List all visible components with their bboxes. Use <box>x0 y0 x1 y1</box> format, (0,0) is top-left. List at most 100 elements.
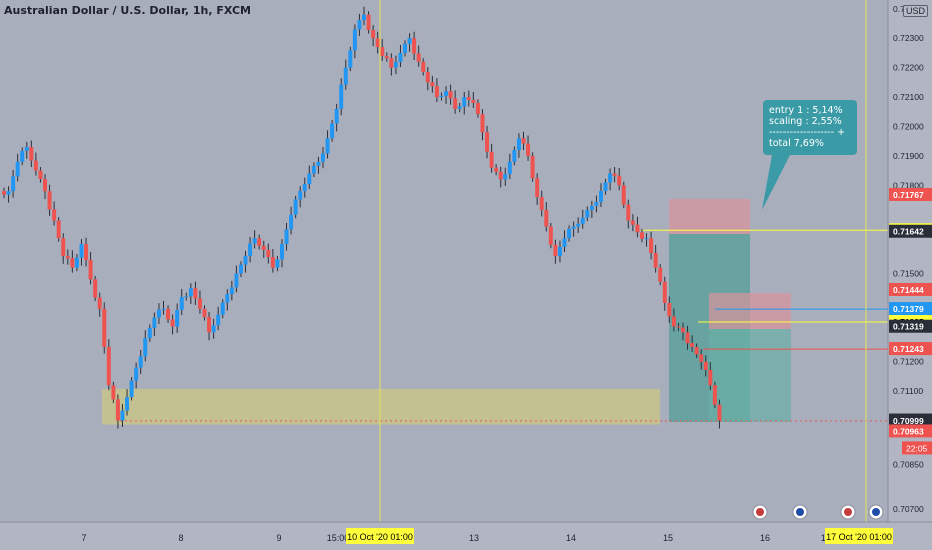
bear-candle[interactable] <box>621 185 626 205</box>
trade-note-callout[interactable]: entry 1 : 5,14% scaling : 2,55% --------… <box>763 100 857 155</box>
bear-candle[interactable] <box>193 288 198 299</box>
bear-candle[interactable] <box>535 178 540 198</box>
bull-candle[interactable] <box>129 380 134 398</box>
bull-candle[interactable] <box>79 244 84 258</box>
bear-candle[interactable] <box>389 58 394 68</box>
bull-candle[interactable] <box>220 302 225 315</box>
bear-candle[interactable] <box>102 308 107 348</box>
bull-candle[interactable] <box>6 191 11 195</box>
bear-candle[interactable] <box>384 55 389 59</box>
bear-candle[interactable] <box>170 319 175 327</box>
bear-candle[interactable] <box>166 308 171 320</box>
bear-candle[interactable] <box>671 316 676 327</box>
bear-candle[interactable] <box>115 399 120 421</box>
bull-candle[interactable] <box>562 238 567 248</box>
bull-candle[interactable] <box>576 223 581 227</box>
bull-candle[interactable] <box>403 43 408 53</box>
bear-candle[interactable] <box>366 14 371 30</box>
bear-candle[interactable] <box>52 209 57 221</box>
currency-button[interactable]: USD <box>903 5 929 17</box>
time-axis-panel[interactable] <box>0 522 932 550</box>
bull-candle[interactable] <box>398 52 403 63</box>
position-2-target-zone[interactable] <box>709 329 791 422</box>
bull-candle[interactable] <box>252 238 257 244</box>
bull-candle[interactable] <box>293 199 298 215</box>
bull-candle[interactable] <box>238 264 243 274</box>
bull-candle[interactable] <box>580 217 585 224</box>
bull-candle[interactable] <box>589 205 594 210</box>
bull-candle[interactable] <box>179 297 184 310</box>
bull-candle[interactable] <box>20 150 25 162</box>
bull-candle[interactable] <box>439 95 444 98</box>
bear-candle[interactable] <box>43 179 48 192</box>
bull-candle[interactable] <box>339 84 344 109</box>
bear-candle[interactable] <box>434 86 439 98</box>
bear-candle[interactable] <box>371 29 376 39</box>
bull-candle[interactable] <box>248 243 253 256</box>
bear-candle[interactable] <box>412 38 417 54</box>
bear-candle[interactable] <box>521 138 526 144</box>
bull-candle[interactable] <box>330 123 335 139</box>
bull-candle[interactable] <box>407 38 412 44</box>
bull-candle[interactable] <box>585 209 590 218</box>
bear-candle[interactable] <box>197 298 202 309</box>
bull-candle[interactable] <box>311 165 316 174</box>
bull-candle[interactable] <box>571 226 576 229</box>
bull-candle[interactable] <box>175 309 180 327</box>
bull-candle[interactable] <box>320 153 325 162</box>
bull-candle[interactable] <box>275 259 280 268</box>
bull-candle[interactable] <box>307 173 312 185</box>
bear-candle[interactable] <box>489 151 494 168</box>
bear-candle[interactable] <box>261 245 266 250</box>
bull-candle[interactable] <box>325 138 330 154</box>
bear-candle[interactable] <box>494 167 499 172</box>
bear-candle[interactable] <box>667 302 672 317</box>
bear-candle[interactable] <box>29 147 34 161</box>
price-axis-panel[interactable] <box>888 0 932 550</box>
bull-candle[interactable] <box>316 161 321 166</box>
bear-candle[interactable] <box>694 347 699 355</box>
bear-candle[interactable] <box>712 385 717 405</box>
bear-candle[interactable] <box>207 317 212 333</box>
bear-candle[interactable] <box>453 98 458 109</box>
bear-candle[interactable] <box>257 238 262 246</box>
bull-candle[interactable] <box>138 356 143 368</box>
bull-candle[interactable] <box>156 309 161 318</box>
bull-candle[interactable] <box>594 202 599 206</box>
bull-candle[interactable] <box>457 106 462 109</box>
bear-candle[interactable] <box>676 326 681 328</box>
bull-candle[interactable] <box>462 97 467 107</box>
bull-candle[interactable] <box>507 161 512 175</box>
bull-candle[interactable] <box>343 67 348 85</box>
bull-candle[interactable] <box>362 14 366 21</box>
bull-candle[interactable] <box>15 161 20 177</box>
bull-candle[interactable] <box>393 62 398 68</box>
bull-candle[interactable] <box>120 410 125 421</box>
bear-candle[interactable] <box>662 281 667 303</box>
bear-candle[interactable] <box>680 327 685 333</box>
bear-candle[interactable] <box>38 170 43 180</box>
bear-candle[interactable] <box>485 132 490 152</box>
bear-candle[interactable] <box>703 361 708 370</box>
bull-candle[interactable] <box>211 325 216 333</box>
bull-candle[interactable] <box>608 173 613 183</box>
bull-candle[interactable] <box>334 108 339 124</box>
bear-candle[interactable] <box>539 197 544 210</box>
bear-candle[interactable] <box>88 259 93 280</box>
bull-candle[interactable] <box>184 296 189 298</box>
bull-candle[interactable] <box>161 308 166 310</box>
bear-candle[interactable] <box>56 220 61 239</box>
bull-candle[interactable] <box>234 273 239 288</box>
bear-candle[interactable] <box>690 343 695 348</box>
bear-candle[interactable] <box>548 226 553 245</box>
bear-candle[interactable] <box>612 173 617 176</box>
bear-candle[interactable] <box>61 238 66 256</box>
bear-candle[interactable] <box>448 91 453 99</box>
bear-candle[interactable] <box>47 191 52 210</box>
bear-candle[interactable] <box>526 143 531 156</box>
position-1-stop-zone[interactable] <box>669 199 750 234</box>
bull-candle[interactable] <box>603 182 608 192</box>
bear-candle[interactable] <box>699 354 704 362</box>
bull-candle[interactable] <box>357 20 362 30</box>
